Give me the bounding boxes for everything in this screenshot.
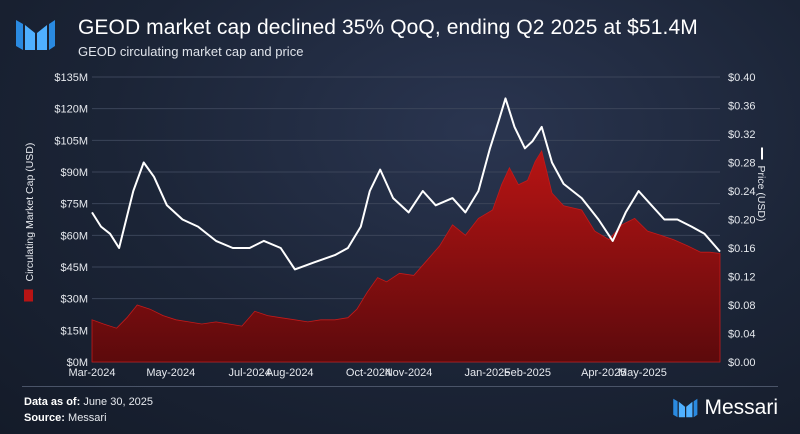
x-tick-label: Aug-2024 (266, 367, 314, 379)
chart-subtitle: GEOD circulating market cap and price (78, 44, 304, 59)
right-axis: $0.00 $0.04 $0.08 $0.12 $0.16 $0.20 $0.24 $0.28… (728, 72, 756, 369)
left-tick-label: $120M (54, 104, 88, 116)
x-tick-label: Nov-2024 (385, 367, 433, 379)
x-tick-label: Jan-2025 (464, 367, 510, 379)
right-tick-label: $0.20 (728, 215, 756, 227)
x-tick-label: Jul-2024 (229, 367, 271, 379)
data-as-of: Data as of: June 30, 2025 (24, 396, 153, 408)
footer-divider (22, 386, 778, 387)
market-cap-series (91, 149, 721, 363)
x-tick-label: May-2024 (146, 367, 195, 379)
price-series (91, 97, 721, 271)
right-tick-label: $0.32 (728, 129, 756, 141)
source-value: Messari (68, 412, 107, 424)
right-tick-label: $0.12 (728, 272, 756, 284)
data-as-of-value: June 30, 2025 (83, 396, 154, 408)
left-tick-label: $15M (60, 325, 88, 337)
right-axis-title: Price (USD) (755, 166, 767, 222)
left-tick-label: $30M (60, 294, 88, 306)
x-tick-label: Apr-2025 (581, 367, 626, 379)
brand: Messari (672, 396, 778, 420)
right-tick-label: $0.16 (728, 243, 756, 255)
left-legend-swatch (24, 289, 33, 302)
market-cap-price-chart: $0M $15M $30M $45M $60M $75M $90M $105M $120M $13… (24, 72, 767, 379)
right-tick-label: $0.40 (728, 72, 756, 84)
price-line (91, 97, 721, 271)
left-axis: $0M $15M $30M $45M $60M $75M $90M $105M $120M $13… (54, 72, 88, 369)
data-as-of-label: Data as of: (24, 396, 81, 408)
left-tick-label: $90M (60, 167, 88, 179)
x-tick-label: Mar-2024 (68, 367, 115, 379)
messari-brand-icon (673, 398, 698, 418)
chart-title: GEOD market cap declined 35% QoQ, ending… (78, 16, 698, 39)
right-tick-label: $0.04 (728, 329, 756, 341)
brand-wordmark: Messari (704, 396, 778, 419)
market-cap-area (91, 149, 721, 363)
left-tick-label: $0M (67, 357, 88, 369)
left-axis-title: Circulating Market Cap (USD) (24, 143, 36, 282)
left-tick-label: $135M (54, 72, 88, 84)
x-tick-label: Oct-2024 (346, 367, 391, 379)
right-tick-label: $0.24 (728, 186, 756, 198)
right-tick-label: $0.08 (728, 300, 756, 312)
axis-titles: Circulating Market Cap (USD) Price (USD) (24, 143, 767, 302)
left-tick-label: $60M (60, 230, 88, 242)
source: Source: Messari (24, 412, 107, 424)
right-tick-label: $0.00 (728, 357, 756, 369)
left-tick-label: $75M (60, 199, 88, 211)
x-tick-label: May-2025 (618, 367, 667, 379)
left-tick-label: $45M (60, 262, 88, 274)
right-tick-label: $0.28 (728, 158, 756, 170)
x-tick-label: Feb-2025 (504, 367, 551, 379)
source-label: Source: (24, 412, 65, 424)
messari-logo-icon (16, 20, 55, 50)
left-tick-label: $105M (54, 135, 88, 147)
right-tick-label: $0.36 (728, 101, 756, 113)
